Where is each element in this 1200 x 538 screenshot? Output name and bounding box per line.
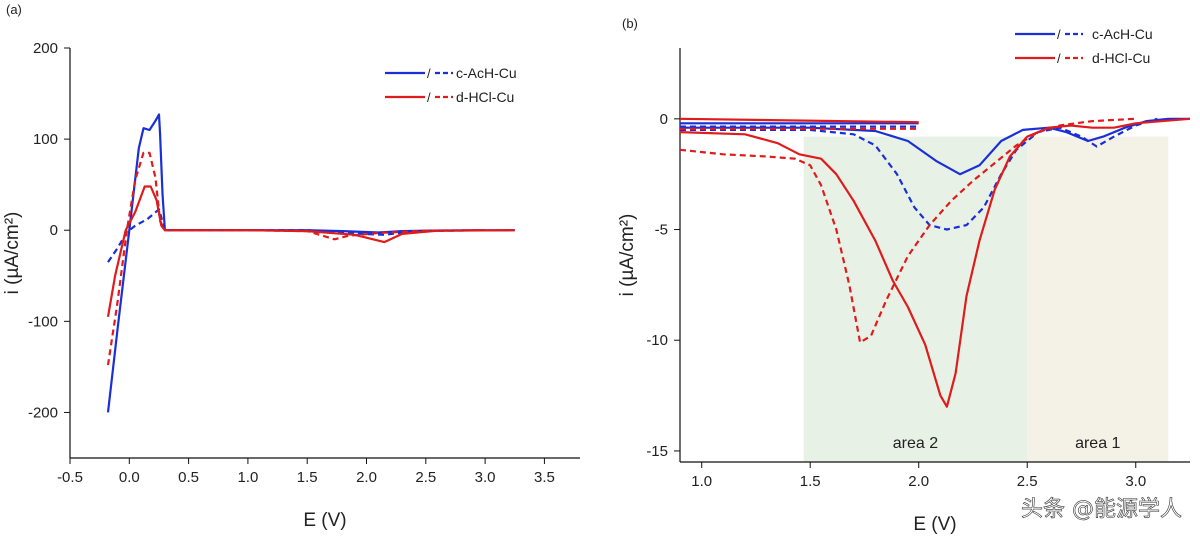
shaded-region-label: area 2 <box>893 435 938 452</box>
y-tick-label: 0 <box>50 222 58 239</box>
shaded-region-2 <box>1027 136 1169 462</box>
series-line-1 <box>106 113 515 413</box>
x-tick-label: 2.5 <box>415 469 436 486</box>
chart-panel-a: (a) -0.5 0.0 0.5 1.0 1.5 2.0 2.5 3.0 3.5 -200 -100 0… <box>2 2 580 531</box>
legend-separator: / <box>427 66 431 81</box>
x-tick-label: 1.0 <box>237 469 258 486</box>
y-axis-label: i (µA/cm²) <box>617 214 638 297</box>
x-tick-label: 2.0 <box>908 473 929 490</box>
x-tick-label: 3.5 <box>534 469 555 486</box>
chart-panel-b: area 2 area 1 (b) 1.0 1.5 2.0 2.5 3.0 -15 -10 -5 0 E… <box>617 16 1190 535</box>
y-tick-label: -15 <box>646 443 668 460</box>
series-line-3 <box>680 117 1158 231</box>
x-tick-label: -0.5 <box>57 469 83 486</box>
legend-separator: / <box>427 90 431 105</box>
y-tick-label: 100 <box>33 131 58 148</box>
panel-label: (a) <box>6 2 22 17</box>
panel-label: (b) <box>622 16 638 31</box>
x-tick-label: 2.0 <box>356 469 377 486</box>
series-line-1 <box>680 117 1190 176</box>
x-tick-label: 3.0 <box>475 469 496 486</box>
watermark-text: 头条 @能源学人 <box>1021 497 1182 522</box>
series-line-3 <box>106 185 515 317</box>
series-line-7 <box>680 117 1136 344</box>
y-tick-label: -200 <box>28 404 58 421</box>
x-axis-label: E (V) <box>913 514 956 535</box>
y-axis-label: i (µA/cm²) <box>2 212 23 295</box>
x-tick-label: 3.0 <box>1125 473 1146 490</box>
legend-label: c-AcH-Cu <box>456 65 517 81</box>
legend-label: d-HCl-Cu <box>1092 50 1150 66</box>
shaded-region-1 <box>803 136 1028 462</box>
x-tick-label: 0.0 <box>119 469 140 486</box>
x-tick-label: 1.5 <box>297 469 318 486</box>
series-line-4 <box>106 151 486 366</box>
y-tick-label: -100 <box>28 313 58 330</box>
x-axis-label: E (V) <box>303 510 346 531</box>
legend-label: c-AcH-Cu <box>1092 26 1153 42</box>
y-tick-label: -10 <box>646 332 668 349</box>
x-tick-label: 2.5 <box>1017 473 1038 490</box>
legend-separator: / <box>1057 27 1061 42</box>
x-tick-label: 0.5 <box>178 469 199 486</box>
series-line-6 <box>680 117 919 124</box>
x-tick-label: 1.0 <box>691 473 712 490</box>
series-line-5 <box>680 117 1190 408</box>
y-tick-label: 200 <box>33 40 58 57</box>
shaded-region-label: area 1 <box>1075 435 1120 452</box>
y-tick-label: 0 <box>660 111 668 128</box>
legend-label: d-HCl-Cu <box>456 89 514 105</box>
y-tick-label: -5 <box>655 222 668 239</box>
legend-separator: / <box>1057 51 1061 66</box>
x-tick-label: 1.5 <box>800 473 821 490</box>
